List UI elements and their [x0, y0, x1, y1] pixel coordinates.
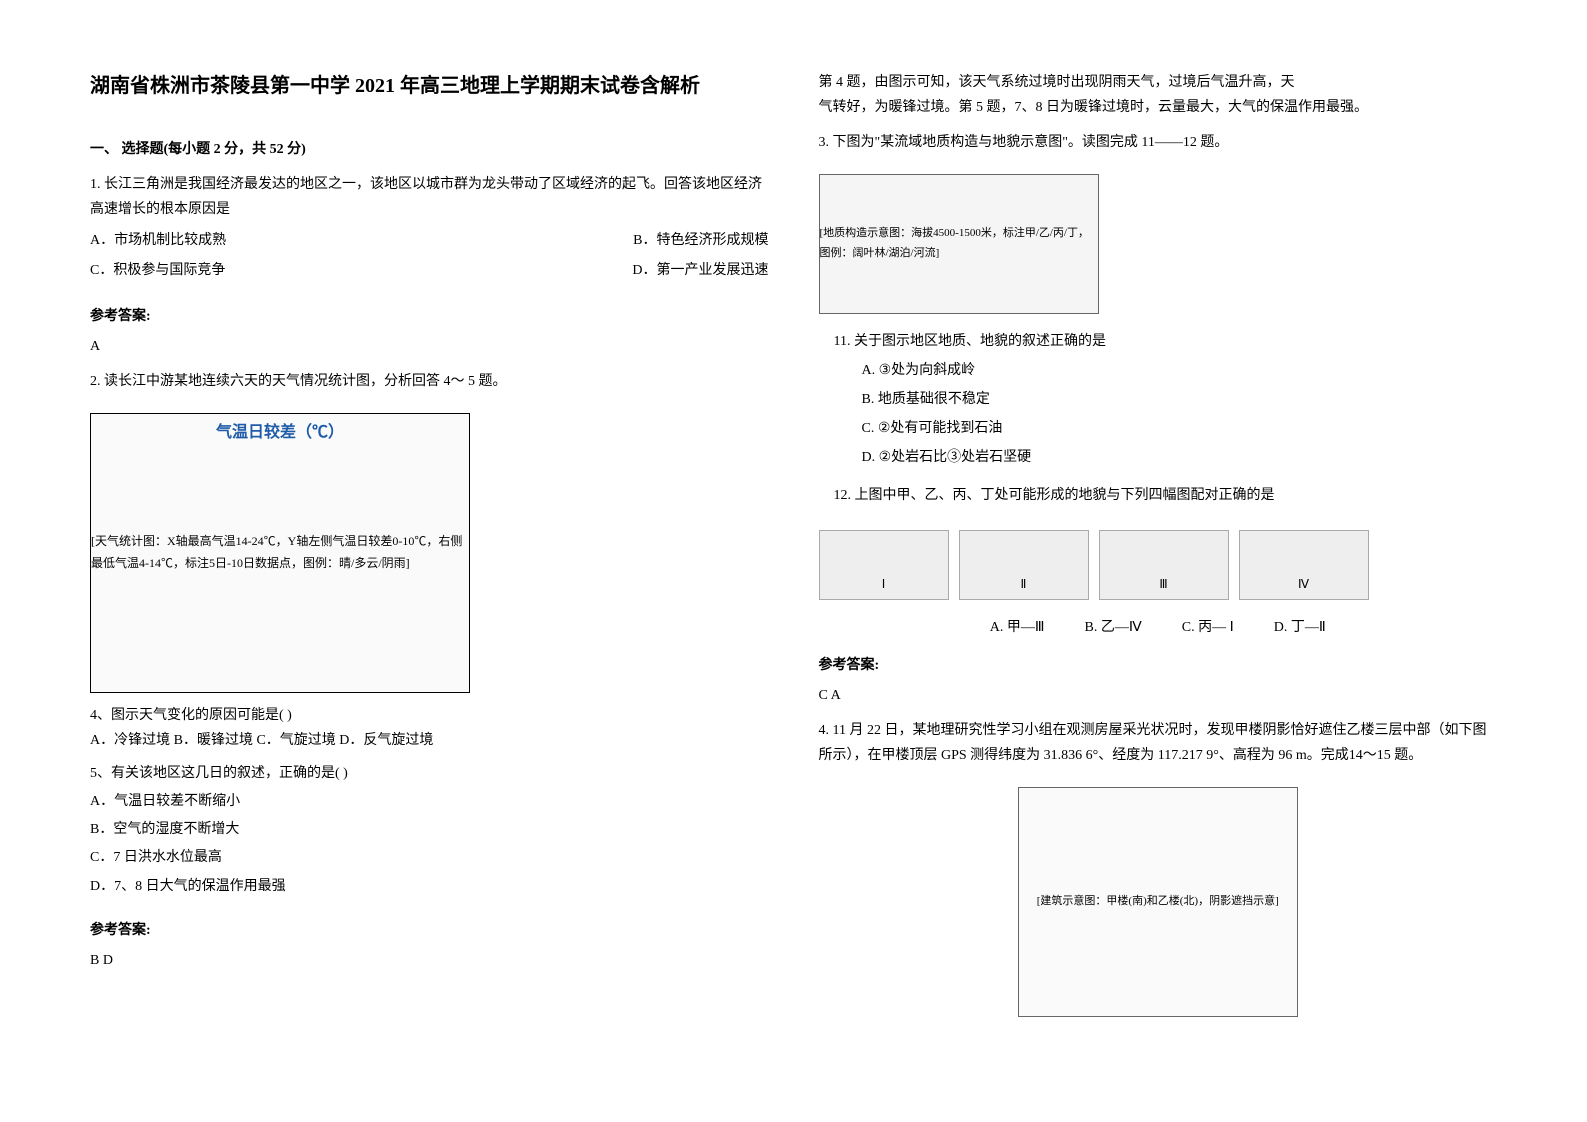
q1-option-d: D．第一产业发展迅速: [632, 258, 768, 283]
q2-answer-label: 参考答案:: [90, 918, 769, 943]
right-column: 第 4 题，由图示可知，该天气系统过境时出现阴雨天气，过境后气温升高，天 气转好…: [819, 70, 1498, 1052]
building-diagram-desc: [建筑示意图：甲楼(南)和乙楼(北)，阴影遮挡示意]: [1037, 892, 1279, 912]
q5-option-a: A．气温日较差不断缩小: [90, 789, 769, 814]
q12-text: 12. 上图中甲、乙、丙、丁处可能形成的地貌与下列四幅图配对正确的是: [834, 483, 1498, 508]
q1-answer-label: 参考答案:: [90, 304, 769, 329]
chart-description: [天气统计图：X轴最高气温14-24℃，Y轴左侧气温日较差0-10℃，右侧最低气…: [91, 531, 469, 574]
landform-images: Ⅰ Ⅱ Ⅲ Ⅳ: [819, 530, 1498, 600]
q11-text: 11. 关于图示地区地质、地貌的叙述正确的是: [834, 329, 1498, 354]
q3-answer: C A: [819, 683, 1498, 708]
question-11: 11. 关于图示地区地质、地貌的叙述正确的是 A. ③处为向斜成岭 B. 地质基…: [819, 329, 1498, 475]
q3-answer-label: 参考答案:: [819, 653, 1498, 678]
q1-option-a: A．市场机制比较成熟: [90, 228, 226, 253]
col2-explanation-1: 第 4 题，由图示可知，该天气系统过境时出现阴雨天气，过境后气温升高，天: [819, 70, 1498, 95]
landform-3: Ⅲ: [1099, 530, 1229, 600]
q1-option-b: B．特色经济形成规模: [633, 228, 768, 253]
q5-option-b: B．空气的湿度不断增大: [90, 817, 769, 842]
question-4-passage: 4. 11 月 22 日，某地理研究性学习小组在观测房屋采光状况时，发现甲楼阴影…: [819, 718, 1498, 768]
chart-title: 气温日较差（℃）: [216, 419, 344, 448]
weather-chart: 气温日较差（℃） [天气统计图：X轴最高气温14-24℃，Y轴左侧气温日较差0-…: [90, 413, 470, 693]
q4-passage-text: 4. 11 月 22 日，某地理研究性学习小组在观测房屋采光状况时，发现甲楼阴影…: [819, 718, 1498, 768]
landform-2: Ⅱ: [959, 530, 1089, 600]
q12-option-d: D. 丁—Ⅱ: [1274, 615, 1326, 640]
q12-options: A. 甲—Ⅲ B. 乙—Ⅳ C. 丙— Ⅰ D. 丁—Ⅱ: [819, 615, 1498, 640]
q11-option-a: A. ③处为向斜成岭: [834, 358, 1498, 383]
q11-option-b: B. 地质基础很不稳定: [834, 387, 1498, 412]
landform-4: Ⅳ: [1239, 530, 1369, 600]
question-4: 4、图示天气变化的原因可能是( ) A．冷锋过境 B．暖锋过境 C．气旋过境 D…: [90, 703, 769, 753]
q4-text: 4、图示天气变化的原因可能是( ): [90, 703, 769, 728]
q5-option-c: C．7 日洪水水位最高: [90, 845, 769, 870]
q2-intro-text: 2. 读长江中游某地连续六天的天气情况统计图，分析回答 4～ 5 题。: [90, 369, 769, 394]
q1-options-row2: C．积极参与国际竞争 D．第一产业发展迅速: [90, 258, 769, 283]
q4-options: A．冷锋过境 B．暖锋过境 C．气旋过境 D．反气旋过境: [90, 728, 769, 753]
q12-option-a: A. 甲—Ⅲ: [990, 615, 1045, 640]
q1-text: 1. 长江三角洲是我国经济最发达的地区之一，该地区以城市群为龙头带动了区域经济的…: [90, 172, 769, 222]
question-1: 1. 长江三角洲是我国经济最发达的地区之一，该地区以城市群为龙头带动了区域经济的…: [90, 172, 769, 288]
q1-answer: A: [90, 334, 769, 359]
col2-explanation-2: 气转好，为暖锋过境。第 5 题，7、8 日为暖锋过境时，云量最大，大气的保温作用…: [819, 95, 1498, 120]
question-2-intro: 2. 读长江中游某地连续六天的天气情况统计图，分析回答 4～ 5 题。: [90, 369, 769, 394]
geology-diagram: [地质构造示意图：海拔4500-1500米，标注甲/乙/丙/丁，图例：阔叶林/湖…: [819, 174, 1099, 314]
section-1-title: 一、 选择题(每小题 2 分，共 52 分): [90, 137, 769, 162]
question-12: 12. 上图中甲、乙、丙、丁处可能形成的地貌与下列四幅图配对正确的是: [819, 483, 1498, 512]
q2-answer: B D: [90, 948, 769, 973]
question-5: 5、有关该地区这几日的叙述，正确的是( ) A．气温日较差不断缩小 B．空气的湿…: [90, 761, 769, 902]
q5-option-d: D．7、8 日大气的保温作用最强: [90, 874, 769, 899]
q11-option-c: C. ②处有可能找到石油: [834, 416, 1498, 441]
q11-option-d: D. ②处岩石比③处岩石坚硬: [834, 445, 1498, 470]
q5-text: 5、有关该地区这几日的叙述，正确的是( ): [90, 761, 769, 786]
question-3-intro: 3. 下图为"某流域地质构造与地貌示意图"。读图完成 11——12 题。: [819, 130, 1498, 155]
q1-options-row1: A．市场机制比较成熟 B．特色经济形成规模: [90, 228, 769, 253]
document-title: 湖南省株洲市茶陵县第一中学 2021 年高三地理上学期期末试卷含解析: [90, 70, 769, 102]
q12-option-c: C. 丙— Ⅰ: [1182, 615, 1234, 640]
geology-diagram-desc: [地质构造示意图：海拔4500-1500米，标注甲/乙/丙/丁，图例：阔叶林/湖…: [820, 224, 1098, 264]
q1-option-c: C．积极参与国际竞争: [90, 258, 225, 283]
landform-1: Ⅰ: [819, 530, 949, 600]
building-diagram: [建筑示意图：甲楼(南)和乙楼(北)，阴影遮挡示意]: [1018, 787, 1298, 1017]
q3-intro: 3. 下图为"某流域地质构造与地貌示意图"。读图完成 11——12 题。: [819, 130, 1498, 155]
left-column: 湖南省株洲市茶陵县第一中学 2021 年高三地理上学期期末试卷含解析 一、 选择…: [90, 70, 769, 1052]
q12-option-b: B. 乙—Ⅳ: [1085, 615, 1142, 640]
